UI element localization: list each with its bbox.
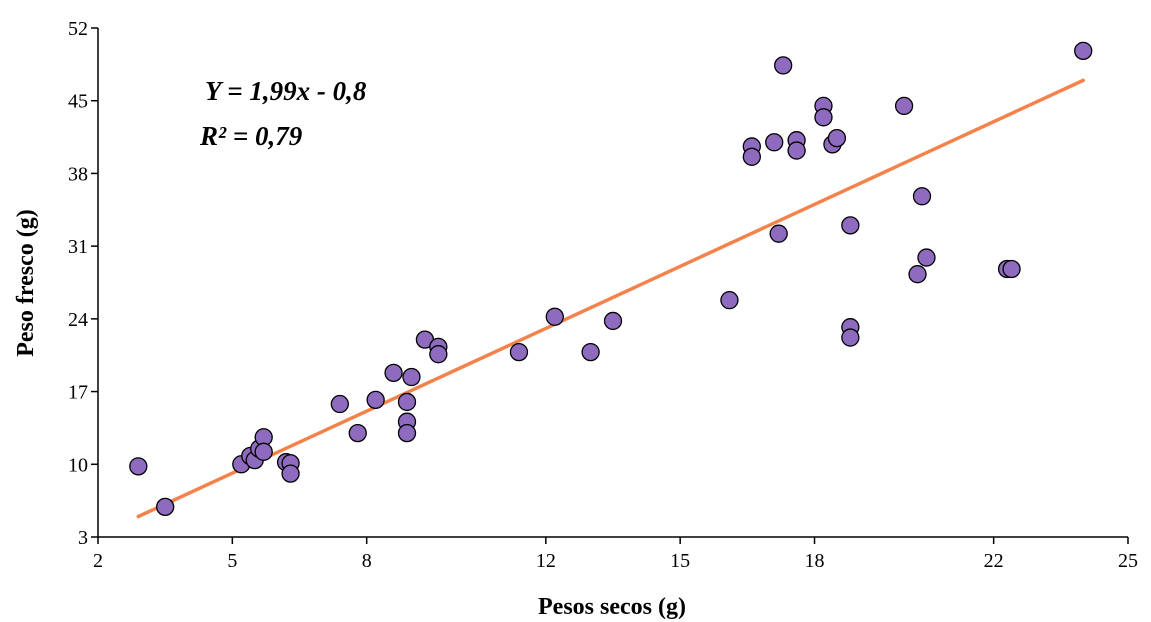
data-point bbox=[603, 311, 623, 331]
data-point bbox=[814, 108, 833, 127]
data-point bbox=[742, 147, 761, 166]
data-point bbox=[720, 291, 739, 310]
regression-equation: Y = 1,99x - 0,8 bbox=[205, 76, 367, 106]
y-tick-label: 10 bbox=[68, 454, 88, 476]
data-point bbox=[156, 497, 175, 517]
data-points bbox=[129, 41, 1093, 517]
x-tick-label: 2 bbox=[93, 550, 103, 572]
data-point bbox=[384, 363, 403, 383]
data-point bbox=[366, 390, 385, 410]
axes bbox=[97, 28, 1128, 538]
data-point bbox=[894, 96, 914, 116]
trendline-layer bbox=[136, 78, 1085, 519]
data-point bbox=[129, 457, 148, 476]
data-point bbox=[330, 394, 349, 414]
x-axis-ticks: 2 5 8 12 15 18 22 25 bbox=[93, 537, 1138, 572]
data-point bbox=[1074, 41, 1093, 61]
data-point bbox=[281, 464, 300, 483]
data-point bbox=[908, 265, 927, 284]
data-point bbox=[1002, 259, 1021, 279]
data-point bbox=[769, 224, 788, 243]
data-point bbox=[841, 216, 860, 235]
r-squared-label: R² = 0,79 bbox=[199, 121, 303, 151]
data-point bbox=[348, 423, 367, 443]
data-point bbox=[509, 342, 529, 362]
data-point bbox=[545, 307, 564, 326]
data-point bbox=[917, 248, 936, 267]
y-tick-label: 52 bbox=[68, 18, 88, 40]
y-tick-label: 17 bbox=[68, 382, 88, 404]
y-tick-label: 3 bbox=[78, 527, 88, 549]
x-axis-title: Pesos secos (g) bbox=[538, 594, 686, 620]
y-axis-ticks: 3 10 17 24 31 38 45 52 bbox=[68, 18, 98, 549]
y-tick-label: 31 bbox=[68, 236, 88, 258]
x-tick-label: 22 bbox=[984, 550, 1004, 572]
data-point bbox=[765, 133, 784, 152]
y-axis-title: Peso fresco (g) bbox=[13, 209, 39, 357]
x-tick-label: 8 bbox=[362, 550, 372, 572]
x-tick-label: 5 bbox=[227, 550, 237, 572]
data-point bbox=[402, 367, 421, 387]
data-point bbox=[429, 345, 448, 364]
data-point bbox=[254, 442, 273, 461]
x-tick-label: 12 bbox=[536, 550, 556, 572]
x-tick-label: 25 bbox=[1118, 550, 1138, 572]
trendline bbox=[136, 78, 1085, 519]
data-point bbox=[841, 328, 860, 347]
data-point bbox=[774, 56, 793, 75]
data-point bbox=[581, 342, 600, 362]
x-tick-label: 15 bbox=[670, 550, 690, 572]
data-point bbox=[397, 423, 417, 443]
data-point bbox=[397, 392, 417, 412]
y-tick-label: 24 bbox=[68, 309, 88, 331]
data-point bbox=[787, 141, 806, 160]
data-point bbox=[827, 128, 847, 148]
data-point bbox=[912, 187, 932, 206]
x-tick-label: 18 bbox=[805, 550, 825, 572]
y-tick-label: 38 bbox=[68, 163, 88, 185]
y-tick-label: 45 bbox=[68, 91, 88, 113]
